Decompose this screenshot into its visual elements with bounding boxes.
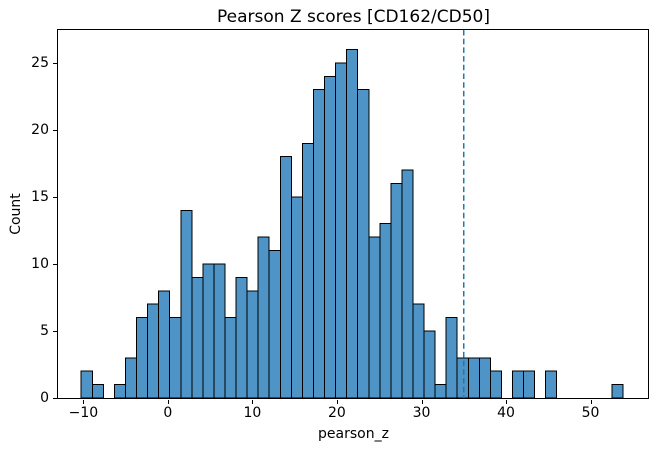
y-tick-label: 0 [40, 390, 49, 406]
histogram-bar [545, 370, 558, 398]
histogram-bar [147, 303, 160, 398]
chart-title: Pearson Z scores [CD162/CD50] [217, 7, 490, 27]
histogram-bar [335, 62, 348, 398]
y-tick [53, 62, 57, 64]
histogram-bar [368, 236, 381, 398]
x-tick [590, 400, 592, 404]
histogram-bar [301, 142, 314, 398]
y-tick-label: 10 [31, 255, 49, 272]
histogram-bar [390, 183, 403, 398]
histogram-bar [324, 75, 337, 398]
x-axis-label: pearson_z [318, 426, 389, 442]
histogram-bar [224, 317, 237, 398]
histogram-bar [235, 276, 248, 398]
histogram-bar [489, 370, 502, 398]
histogram-bar [213, 263, 226, 398]
y-tick [53, 263, 57, 265]
y-tick [53, 129, 57, 131]
x-tick [336, 400, 338, 404]
x-tick-label: −10 [68, 405, 99, 421]
histogram-bar [202, 263, 215, 398]
histogram-bar [158, 290, 171, 398]
histogram-bar [257, 236, 270, 398]
histogram-bar [401, 169, 414, 398]
y-tick-label: 25 [31, 54, 49, 71]
histogram-bar [80, 370, 93, 398]
plot-area [57, 29, 649, 399]
histogram-bar [456, 357, 469, 398]
histogram-canvas [80, 30, 624, 398]
x-tick-label: 40 [497, 405, 515, 421]
histogram-bar [478, 357, 491, 398]
histogram-bar [357, 89, 370, 398]
histogram-bar [512, 370, 525, 398]
histogram-bar [423, 330, 436, 398]
x-tick [506, 400, 507, 404]
histogram-bar [191, 276, 204, 398]
histogram-bar [268, 250, 281, 398]
histogram-bar [467, 357, 480, 398]
y-tick [53, 331, 57, 332]
histogram-bar [346, 48, 359, 398]
histogram-bar [412, 303, 425, 398]
histogram-bar [246, 290, 259, 398]
y-tick-label: 20 [31, 121, 49, 138]
histogram-bar [523, 370, 536, 398]
y-tick-label: 5 [40, 323, 49, 339]
histogram-bar [169, 317, 182, 398]
y-tick [53, 196, 57, 198]
histogram-bar [312, 89, 326, 398]
x-tick-label: 30 [412, 405, 431, 421]
x-tick [167, 400, 169, 404]
histogram-bar [279, 156, 292, 398]
histogram-bar [113, 384, 126, 398]
histogram-bar [611, 384, 624, 398]
y-tick [53, 398, 57, 399]
histogram-bar [379, 223, 392, 398]
x-tick [252, 400, 254, 404]
x-tick-label: 0 [163, 405, 173, 421]
histogram-bar [290, 196, 303, 398]
histogram-bar [91, 384, 104, 398]
histogram-bar [445, 317, 458, 398]
histogram-bar [180, 209, 193, 398]
x-tick-label: 50 [581, 405, 600, 421]
x-tick-label: 10 [243, 405, 262, 421]
histogram-bar [434, 384, 447, 398]
y-tick-label: 15 [31, 188, 49, 205]
x-tick [83, 400, 85, 404]
x-tick-label: 20 [327, 405, 346, 421]
histogram-bar [124, 357, 138, 398]
histogram-bar [136, 317, 149, 398]
x-tick [421, 400, 423, 404]
